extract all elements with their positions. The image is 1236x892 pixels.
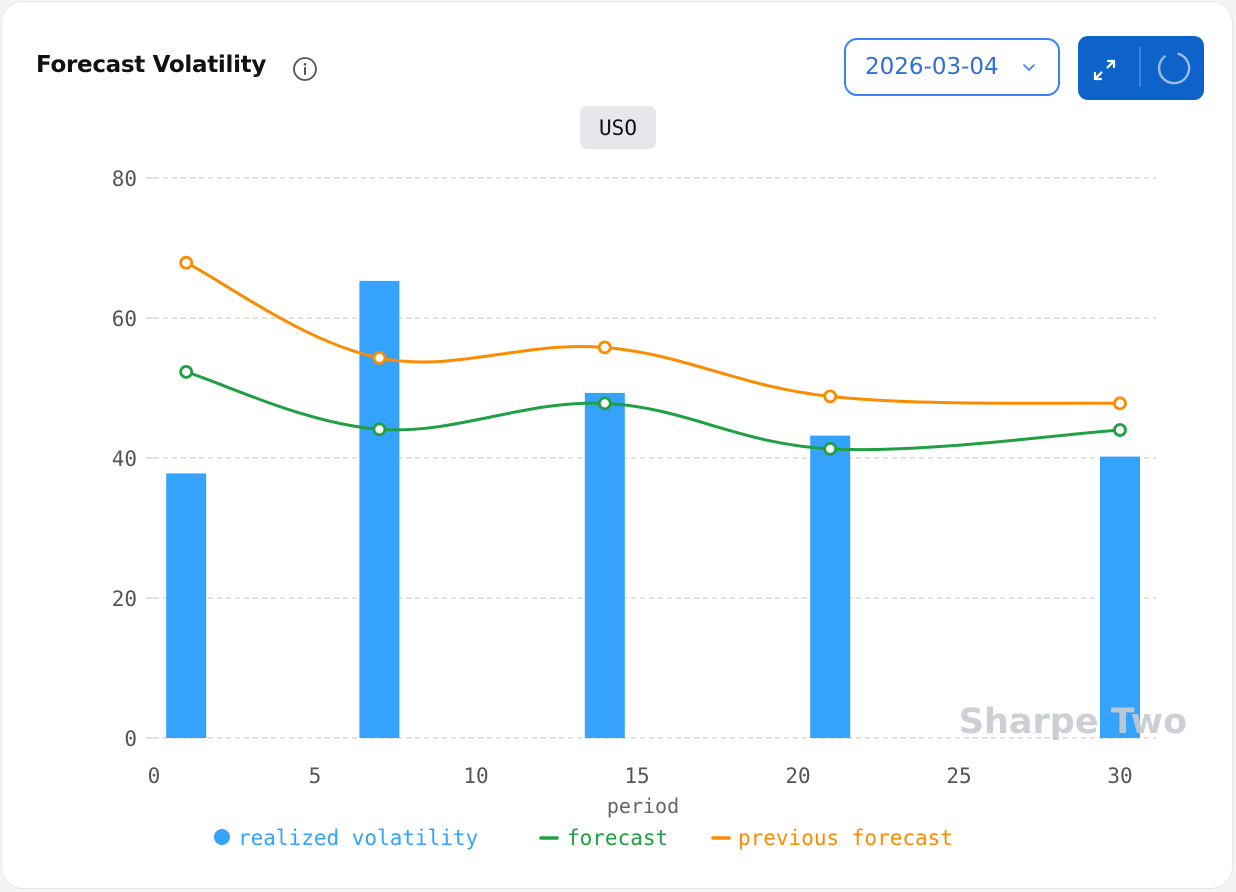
x-tick-label: 5	[309, 764, 322, 788]
legend-label: previous forecast	[738, 826, 953, 850]
x-tick-label: 25	[946, 764, 971, 788]
realized-volatility-bar[interactable]	[166, 473, 207, 738]
previous-forecast-point[interactable]	[1113, 396, 1127, 411]
button-divider	[1139, 47, 1141, 87]
legend-item-forecast[interactable]: forecast	[539, 826, 668, 850]
forecast-line	[185, 370, 1121, 452]
y-axis: 0 20 40 60 80	[112, 167, 154, 751]
realized-volatility-bar[interactable]	[359, 280, 400, 738]
legend-marker	[214, 829, 230, 845]
forecast-point[interactable]	[1113, 423, 1127, 437]
x-tick-label: 15	[624, 764, 649, 788]
y-tick-label: 20	[112, 587, 137, 611]
x-axis-label: period	[607, 794, 679, 818]
chart-actions	[1078, 36, 1204, 100]
y-tick-label: 40	[112, 447, 137, 471]
legend: realized volatility forecast previous fore…	[214, 826, 953, 850]
date-select-value: 2026-03-04	[865, 54, 999, 80]
y-tick-label: 80	[112, 167, 137, 191]
x-axis: 0 5 10 15 20 25 30	[148, 764, 1133, 788]
y-tick-label: 60	[112, 307, 137, 331]
x-tick-label: 30	[1107, 764, 1132, 788]
chart-title: USO	[599, 116, 637, 140]
legend-label: realized volatility	[238, 826, 478, 850]
x-tick-label: 0	[148, 764, 161, 788]
previous-forecast-point[interactable]	[823, 389, 838, 404]
chart-title-group: USO	[580, 106, 656, 149]
previous-forecast-point[interactable]	[179, 255, 194, 270]
previous-forecast-point[interactable]	[597, 340, 612, 355]
y-tick-label: 0	[124, 727, 137, 751]
refresh-button[interactable]	[1141, 36, 1204, 100]
expand-button[interactable]	[1078, 36, 1140, 100]
previous-forecast-line	[185, 261, 1121, 405]
forecast-point[interactable]	[372, 422, 387, 437]
date-select[interactable]: 2026-03-04	[844, 38, 1060, 96]
line-series	[179, 255, 1127, 456]
expand-icon	[1093, 59, 1116, 81]
legend-label: forecast	[567, 826, 668, 850]
legend-item-previous-forecast[interactable]: previous forecast	[711, 826, 953, 850]
x-tick-label: 10	[463, 764, 488, 788]
info-icon[interactable]	[292, 56, 318, 82]
bar-series	[166, 280, 1140, 738]
chevron-down-icon	[1023, 64, 1035, 71]
watermark: Sharpe Two	[959, 702, 1187, 742]
forecast-point[interactable]	[823, 441, 838, 456]
chart-title-chip	[580, 106, 656, 149]
realized-volatility-bar[interactable]	[1100, 456, 1140, 738]
realized-volatility-bar[interactable]	[584, 392, 625, 738]
grid	[154, 177, 1156, 739]
page-title: Forecast Volatility	[36, 52, 267, 78]
legend-item-realized-volatility[interactable]: realized volatility	[214, 826, 478, 850]
forecast-point[interactable]	[597, 396, 612, 411]
realized-volatility-bar[interactable]	[810, 435, 851, 738]
x-tick-label: 20	[785, 764, 810, 788]
forecast-point[interactable]	[179, 364, 194, 379]
previous-forecast-point[interactable]	[372, 350, 387, 365]
refresh-icon	[1157, 52, 1191, 85]
